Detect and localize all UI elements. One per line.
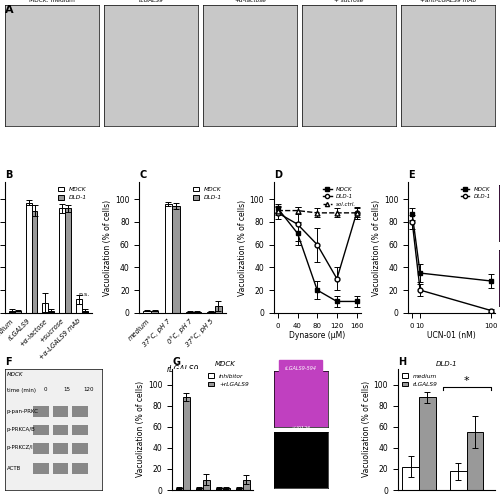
Bar bbox=[196, 488, 203, 490]
Bar bbox=[33, 463, 49, 474]
Legend: MDCK, DLD-1: MDCK, DLD-1 bbox=[459, 185, 492, 201]
Text: DLD-1: DLD-1 bbox=[436, 361, 457, 367]
Bar bbox=[42, 302, 48, 313]
Bar bbox=[60, 208, 65, 313]
Legend: MDCK, DLD-1: MDCK, DLD-1 bbox=[191, 185, 223, 202]
Legend: MDCK, DLD-1: MDCK, DLD-1 bbox=[56, 185, 89, 202]
Text: 120: 120 bbox=[84, 387, 94, 392]
Text: A: A bbox=[5, 5, 14, 15]
Bar bbox=[33, 406, 49, 417]
Bar bbox=[33, 425, 49, 436]
X-axis label: Dynasore (μM): Dynasore (μM) bbox=[289, 331, 346, 340]
Bar bbox=[32, 210, 38, 313]
Bar bbox=[242, 480, 250, 490]
Text: MDCK: MDCK bbox=[214, 361, 236, 367]
Bar bbox=[194, 312, 201, 313]
Text: n.s.: n.s. bbox=[78, 292, 89, 297]
Bar bbox=[236, 488, 242, 490]
Text: ACTB: ACTB bbox=[7, 466, 21, 471]
Text: 0: 0 bbox=[44, 387, 48, 392]
Bar bbox=[72, 406, 88, 417]
Bar bbox=[76, 299, 82, 313]
Bar bbox=[402, 467, 419, 490]
Bar bbox=[215, 306, 222, 313]
Legend: MDCK, DLD-1, sol.ctrl.: MDCK, DLD-1, sol.ctrl. bbox=[322, 185, 358, 209]
Bar bbox=[52, 425, 68, 436]
Bar bbox=[419, 397, 436, 490]
Bar bbox=[223, 488, 230, 490]
Bar bbox=[33, 443, 49, 453]
Bar bbox=[466, 432, 483, 490]
Y-axis label: Vacuolization (% of cells): Vacuolization (% of cells) bbox=[362, 381, 371, 478]
Text: C: C bbox=[140, 170, 146, 180]
Text: MDCK: MDCK bbox=[7, 372, 24, 377]
Text: F: F bbox=[5, 356, 12, 367]
Title: +α-lactose: +α-lactose bbox=[234, 0, 266, 3]
Text: 15: 15 bbox=[64, 387, 70, 392]
Bar bbox=[164, 204, 172, 313]
Y-axis label: Vacuolization (% of cells): Vacuolization (% of cells) bbox=[372, 199, 382, 296]
Bar bbox=[172, 206, 180, 313]
Bar bbox=[203, 480, 210, 490]
Bar bbox=[183, 397, 190, 490]
Bar bbox=[208, 312, 215, 313]
Y-axis label: Vacuolization (% of cells): Vacuolization (% of cells) bbox=[104, 199, 112, 296]
Bar bbox=[144, 310, 151, 313]
Text: time (min): time (min) bbox=[7, 388, 36, 393]
Bar bbox=[9, 310, 15, 313]
Text: H: H bbox=[398, 356, 406, 367]
X-axis label: UCN-01 (nM): UCN-01 (nM) bbox=[428, 331, 476, 340]
Bar bbox=[151, 310, 158, 313]
Text: G: G bbox=[172, 356, 180, 367]
Bar bbox=[52, 406, 68, 417]
Text: p-PRKCZ/I: p-PRKCZ/I bbox=[7, 445, 34, 450]
X-axis label: rLGALS9: rLGALS9 bbox=[166, 365, 199, 374]
Title: +anti-LGALS9 mAb: +anti-LGALS9 mAb bbox=[420, 0, 476, 3]
Title: + sucrose: + sucrose bbox=[334, 0, 364, 3]
Bar bbox=[176, 488, 183, 490]
Bar bbox=[52, 443, 68, 453]
Text: p-PRKCA/B: p-PRKCA/B bbox=[7, 427, 36, 432]
Bar bbox=[82, 310, 88, 313]
Legend: inhibitor, +rLGALS9: inhibitor, +rLGALS9 bbox=[206, 372, 250, 389]
Text: p-pan-PRKC: p-pan-PRKC bbox=[7, 409, 39, 414]
Bar bbox=[72, 443, 88, 453]
Bar bbox=[186, 312, 194, 313]
Y-axis label: Vacuolization (% of cells): Vacuolization (% of cells) bbox=[136, 381, 145, 478]
Title: MDCK: medium: MDCK: medium bbox=[29, 0, 75, 3]
Bar bbox=[15, 310, 20, 313]
Text: *: * bbox=[464, 376, 469, 386]
Bar bbox=[72, 425, 88, 436]
Legend: medium, rLGALS9: medium, rLGALS9 bbox=[400, 372, 440, 389]
Bar bbox=[450, 471, 466, 490]
Bar bbox=[52, 463, 68, 474]
Bar bbox=[72, 463, 88, 474]
Bar bbox=[26, 202, 32, 313]
Bar bbox=[65, 208, 71, 313]
Text: B: B bbox=[5, 170, 12, 180]
Title: rLGALS9: rLGALS9 bbox=[138, 0, 164, 3]
Text: D: D bbox=[274, 170, 282, 180]
Text: E: E bbox=[408, 170, 415, 180]
Bar bbox=[48, 310, 54, 313]
Y-axis label: Vacuolization (% of cells): Vacuolization (% of cells) bbox=[238, 199, 247, 296]
Bar bbox=[216, 488, 223, 490]
